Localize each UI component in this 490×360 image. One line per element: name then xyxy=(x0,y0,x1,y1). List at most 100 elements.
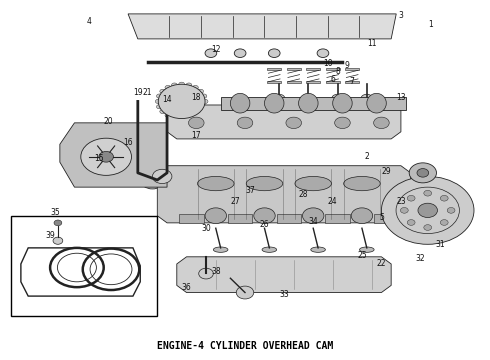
Text: 31: 31 xyxy=(435,240,445,249)
Polygon shape xyxy=(157,166,411,223)
Text: 25: 25 xyxy=(357,251,367,260)
Text: 14: 14 xyxy=(162,95,172,104)
Circle shape xyxy=(156,94,162,98)
Circle shape xyxy=(441,220,448,225)
Bar xyxy=(287,81,300,83)
Circle shape xyxy=(165,113,171,117)
Circle shape xyxy=(335,117,350,129)
Polygon shape xyxy=(128,14,396,39)
Text: ENGINE-4 CYLINDER OVERHEAD CAM: ENGINE-4 CYLINDER OVERHEAD CAM xyxy=(157,342,333,351)
Circle shape xyxy=(205,49,217,58)
Text: 35: 35 xyxy=(50,208,60,217)
Bar xyxy=(268,68,281,70)
Circle shape xyxy=(374,117,389,129)
Bar xyxy=(306,81,320,83)
Bar xyxy=(277,214,301,223)
Circle shape xyxy=(189,117,204,129)
Text: 33: 33 xyxy=(279,290,289,299)
Text: 32: 32 xyxy=(416,254,425,263)
Bar xyxy=(220,97,406,110)
Text: 20: 20 xyxy=(104,117,113,126)
Text: 18: 18 xyxy=(192,93,201,102)
Polygon shape xyxy=(60,123,167,187)
Text: 15: 15 xyxy=(94,154,104,163)
Text: 5: 5 xyxy=(379,213,384,222)
Bar xyxy=(326,68,340,70)
Text: 27: 27 xyxy=(230,197,240,206)
Circle shape xyxy=(172,116,177,120)
Circle shape xyxy=(172,83,177,87)
Circle shape xyxy=(302,208,324,224)
Circle shape xyxy=(381,176,474,244)
Circle shape xyxy=(186,83,192,87)
Bar xyxy=(306,68,320,70)
Circle shape xyxy=(332,94,343,103)
Circle shape xyxy=(179,82,185,86)
Circle shape xyxy=(424,225,432,230)
Circle shape xyxy=(201,94,207,98)
Circle shape xyxy=(407,195,415,201)
Circle shape xyxy=(447,207,455,213)
Text: 26: 26 xyxy=(260,220,270,229)
Circle shape xyxy=(99,152,114,162)
Circle shape xyxy=(201,104,207,109)
Circle shape xyxy=(351,208,373,224)
Circle shape xyxy=(441,195,448,201)
Bar xyxy=(287,68,300,70)
Bar xyxy=(268,81,281,83)
Polygon shape xyxy=(177,257,391,293)
Text: 11: 11 xyxy=(367,39,376,48)
Text: 4: 4 xyxy=(87,17,92,26)
Text: 2: 2 xyxy=(365,152,369,161)
Text: 3: 3 xyxy=(398,11,403,20)
Text: 21: 21 xyxy=(143,88,152,97)
Text: 37: 37 xyxy=(245,186,255,195)
Circle shape xyxy=(160,89,166,94)
Circle shape xyxy=(193,113,198,117)
Circle shape xyxy=(424,190,432,196)
Circle shape xyxy=(205,208,226,224)
Ellipse shape xyxy=(367,93,386,113)
Text: 19: 19 xyxy=(133,88,143,97)
Circle shape xyxy=(254,208,275,224)
Circle shape xyxy=(54,220,62,226)
Text: 34: 34 xyxy=(308,217,318,226)
Bar xyxy=(179,214,203,223)
Ellipse shape xyxy=(295,176,331,191)
Circle shape xyxy=(53,237,63,244)
Text: 1: 1 xyxy=(428,20,433,29)
Circle shape xyxy=(361,94,373,103)
Text: 39: 39 xyxy=(45,231,55,240)
Text: 9: 9 xyxy=(345,61,350,70)
Bar xyxy=(325,214,350,223)
Circle shape xyxy=(140,171,165,189)
Circle shape xyxy=(156,104,162,109)
Bar xyxy=(326,81,340,83)
Ellipse shape xyxy=(230,93,250,113)
Circle shape xyxy=(152,169,172,184)
Ellipse shape xyxy=(262,247,277,252)
Circle shape xyxy=(418,203,438,217)
Ellipse shape xyxy=(197,176,234,191)
Circle shape xyxy=(81,138,131,175)
Circle shape xyxy=(186,116,192,120)
Text: 38: 38 xyxy=(211,267,220,276)
Ellipse shape xyxy=(333,93,352,113)
Ellipse shape xyxy=(360,247,374,252)
Circle shape xyxy=(269,49,280,58)
Circle shape xyxy=(197,89,203,94)
Ellipse shape xyxy=(246,176,283,191)
Circle shape xyxy=(199,268,213,279)
Circle shape xyxy=(236,286,254,299)
Text: 24: 24 xyxy=(328,197,338,206)
Bar xyxy=(345,81,359,83)
Text: 36: 36 xyxy=(182,283,192,292)
Circle shape xyxy=(409,163,437,183)
Bar xyxy=(11,216,157,316)
Circle shape xyxy=(302,94,314,103)
Bar xyxy=(228,214,252,223)
Circle shape xyxy=(234,49,246,58)
Text: 17: 17 xyxy=(192,131,201,140)
Text: 16: 16 xyxy=(123,138,133,147)
Text: 7: 7 xyxy=(350,77,355,86)
